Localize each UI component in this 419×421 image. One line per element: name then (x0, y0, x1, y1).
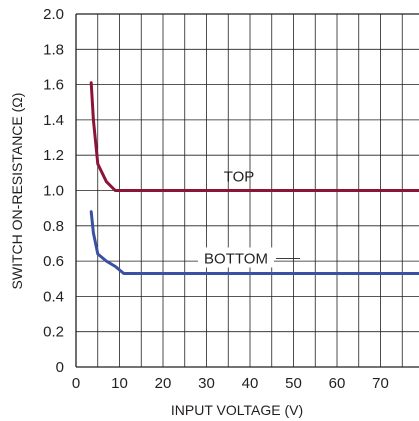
x-tick-label: 50 (285, 375, 302, 392)
series-line-top (89, 81, 419, 192)
y-tick-labels: 0 0.2 0.4 0.6 0.8 1.0 1.2 1.4 1.6 1.8 2.0 (43, 6, 64, 376)
y-tick-label: 1.4 (43, 112, 64, 129)
x-tick-label: 0 (72, 375, 80, 392)
annotation-bottom: BOTTOM (204, 250, 268, 267)
y-tick-label: 1.0 (43, 183, 64, 200)
x-tick-label: 10 (111, 375, 128, 392)
y-tick-label: 0 (56, 359, 64, 376)
annotations: TOP BOTTOM (198, 169, 300, 268)
y-tick-label: 1.8 (43, 41, 64, 58)
x-tick-labels: 0 10 20 30 40 50 60 70 (72, 375, 389, 392)
y-axis-label: SWITCH ON-RESISTANCE (Ω) (9, 93, 25, 290)
y-tick-label: 1.2 (43, 147, 64, 164)
x-tick-label: 60 (329, 375, 346, 392)
series-line-bottom (89, 210, 419, 275)
annotation-top: TOP (224, 169, 255, 186)
x-tick-label: 30 (198, 375, 215, 392)
x-axis-label: INPUT VOLTAGE (V) (171, 402, 303, 418)
annotation-bottom-bg (198, 247, 274, 268)
series-lines (89, 81, 419, 275)
y-tick-label: 1.6 (43, 77, 64, 94)
y-tick-label: 2.0 (43, 6, 64, 23)
y-tick-label: 0.2 (43, 324, 64, 341)
y-tick-label: 0.6 (43, 253, 64, 270)
plot-frame (75, 13, 419, 368)
y-tick-label: 0.8 (43, 218, 64, 235)
x-tick-label: 70 (372, 375, 389, 392)
x-tick-label: 20 (155, 375, 172, 392)
x-tick-label: 40 (242, 375, 259, 392)
y-tick-label: 0.4 (43, 288, 64, 305)
